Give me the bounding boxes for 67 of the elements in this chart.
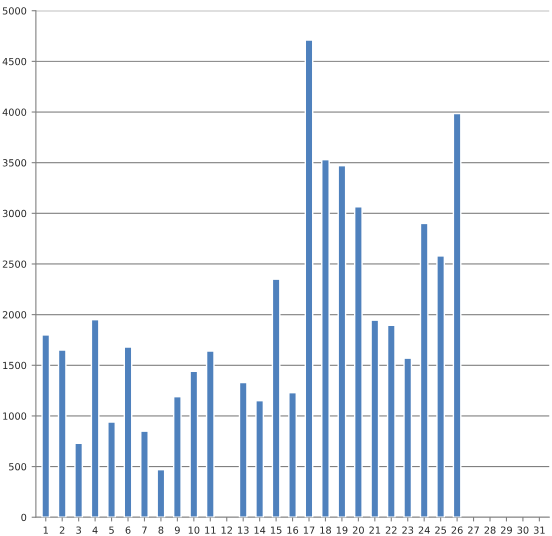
x-tick-label: 19 bbox=[336, 526, 348, 534]
x-tick-label: 29 bbox=[500, 526, 512, 534]
bar bbox=[90, 319, 100, 518]
bar bbox=[288, 392, 297, 518]
x-tick-label: 26 bbox=[452, 526, 463, 534]
x-tick-label: 16 bbox=[287, 526, 298, 534]
x-tick-label: 15 bbox=[270, 526, 282, 534]
x-tick-label: 4 bbox=[92, 526, 98, 534]
x-tick-label: 14 bbox=[254, 526, 266, 534]
y-tick-label: 4500 bbox=[2, 58, 26, 66]
x-tick-label: 30 bbox=[517, 526, 528, 534]
bar bbox=[172, 396, 182, 518]
y-tick-label: 4000 bbox=[2, 108, 26, 116]
x-tick-label: 17 bbox=[304, 526, 314, 534]
bar bbox=[321, 158, 330, 518]
bar bbox=[189, 370, 198, 518]
bar bbox=[370, 320, 380, 518]
y-tick-label: 3500 bbox=[2, 159, 26, 167]
x-tick-label: 28 bbox=[484, 526, 496, 534]
bar bbox=[156, 468, 166, 518]
y-tick-label: 0 bbox=[21, 514, 26, 522]
y-tick-label: 5000 bbox=[2, 7, 26, 15]
y-tick-label: 500 bbox=[9, 463, 26, 470]
x-tick-label: 9 bbox=[174, 526, 180, 534]
bar bbox=[403, 358, 412, 518]
bar bbox=[255, 400, 264, 518]
x-tick-label: 12 bbox=[222, 526, 232, 534]
bar bbox=[74, 442, 84, 518]
x-tick-label: 22 bbox=[386, 526, 396, 534]
x-tick-label: 18 bbox=[320, 526, 331, 534]
x-tick-label: 27 bbox=[468, 526, 479, 534]
x-tick-label: 8 bbox=[158, 526, 164, 534]
x-tick-label: 7 bbox=[142, 526, 147, 534]
x-tick-label: 31 bbox=[534, 526, 545, 534]
y-tick-label: 1500 bbox=[3, 362, 26, 370]
bar bbox=[420, 222, 429, 518]
x-tick-label: 2 bbox=[60, 526, 64, 534]
x-tick-label: 20 bbox=[352, 526, 364, 534]
bar bbox=[140, 430, 149, 518]
x-tick-label: 24 bbox=[418, 526, 430, 534]
bar bbox=[272, 278, 281, 518]
x-tick-label: 11 bbox=[205, 526, 216, 534]
x-tick-label: 6 bbox=[126, 526, 130, 534]
bar bbox=[386, 324, 396, 518]
x-tick-label: 23 bbox=[402, 526, 414, 534]
x-tick-label: 10 bbox=[188, 526, 200, 534]
bar bbox=[58, 349, 67, 518]
x-tick-label: 21 bbox=[369, 526, 380, 534]
y-tick-label: 1000 bbox=[3, 412, 26, 420]
x-tick-label: 25 bbox=[435, 526, 446, 534]
bar bbox=[338, 165, 346, 518]
bar bbox=[304, 39, 314, 518]
bar bbox=[452, 112, 462, 518]
x-tick-label: 13 bbox=[238, 526, 249, 534]
bar bbox=[107, 421, 116, 518]
x-tick-label: 3 bbox=[76, 526, 81, 534]
x-tick-label: 1 bbox=[44, 526, 48, 534]
bar bbox=[354, 206, 363, 518]
bar bbox=[124, 346, 132, 518]
bar bbox=[41, 334, 50, 518]
bar bbox=[436, 255, 446, 518]
y-tick-label: 2000 bbox=[2, 311, 26, 318]
bar bbox=[238, 382, 248, 518]
y-tick-label: 3000 bbox=[2, 210, 26, 218]
y-tick-label: 2500 bbox=[2, 260, 26, 268]
bar bbox=[206, 350, 215, 518]
x-tick-label: 5 bbox=[109, 526, 114, 534]
